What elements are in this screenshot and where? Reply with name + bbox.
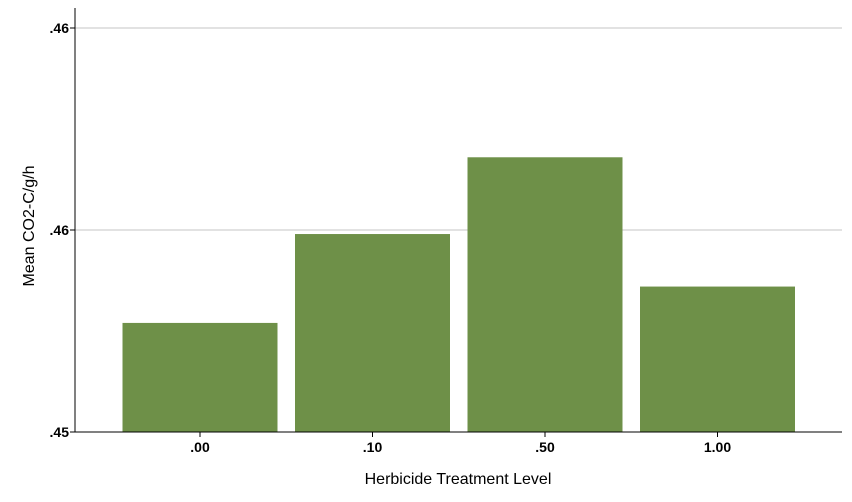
bar-1 [295,234,450,432]
y-tick-labels: .45 .46 .46 [50,20,70,440]
bar-3 [640,286,795,432]
axes [74,8,842,433]
y-axis-title: Mean CO2-C/g/h [21,166,38,287]
x-tick-label: 1.00 [704,439,731,455]
gridlines [70,27,842,433]
x-tick-label: .00 [190,439,210,455]
x-axis-title: Herbicide Treatment Level [365,471,552,488]
y-tick-label: .45 [50,424,70,440]
x-tick-labels: .00 .10 .50 1.00 [190,439,731,455]
bars [122,157,795,437]
y-tick-label: .46 [50,222,70,238]
bar-0 [122,322,278,432]
x-tick-label: .10 [363,439,383,455]
x-tick-label: .50 [535,439,555,455]
y-tick-label: .46 [50,20,70,36]
bar-2 [467,157,623,432]
